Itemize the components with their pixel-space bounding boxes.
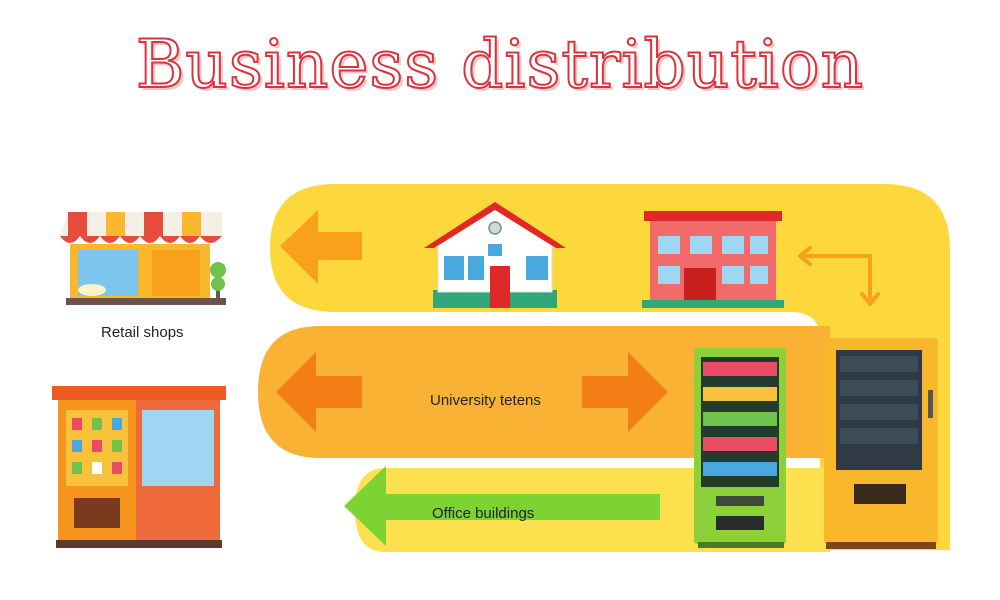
left-arrow-top: [280, 210, 362, 284]
left-arrow-middle: [276, 352, 362, 432]
connector-arrow: [798, 246, 880, 306]
left-arrow-green: [344, 466, 660, 546]
diagram-title: Business distribution: [135, 25, 865, 104]
snack-vending-machine-icon: [694, 348, 786, 548]
retail-shops-label: Retail shops: [101, 324, 184, 341]
university-label: University tetens: [430, 392, 541, 409]
middle-flow-band: [258, 326, 830, 458]
kiosk-icon: [52, 386, 226, 548]
drink-vending-machine-icon: [824, 338, 938, 549]
school-building-icon: [642, 211, 784, 308]
office-buildings-label: Office buildings: [432, 505, 535, 522]
storefront-icon: [60, 212, 226, 305]
house-icon: [424, 202, 566, 308]
right-arrow-middle: [582, 352, 668, 432]
